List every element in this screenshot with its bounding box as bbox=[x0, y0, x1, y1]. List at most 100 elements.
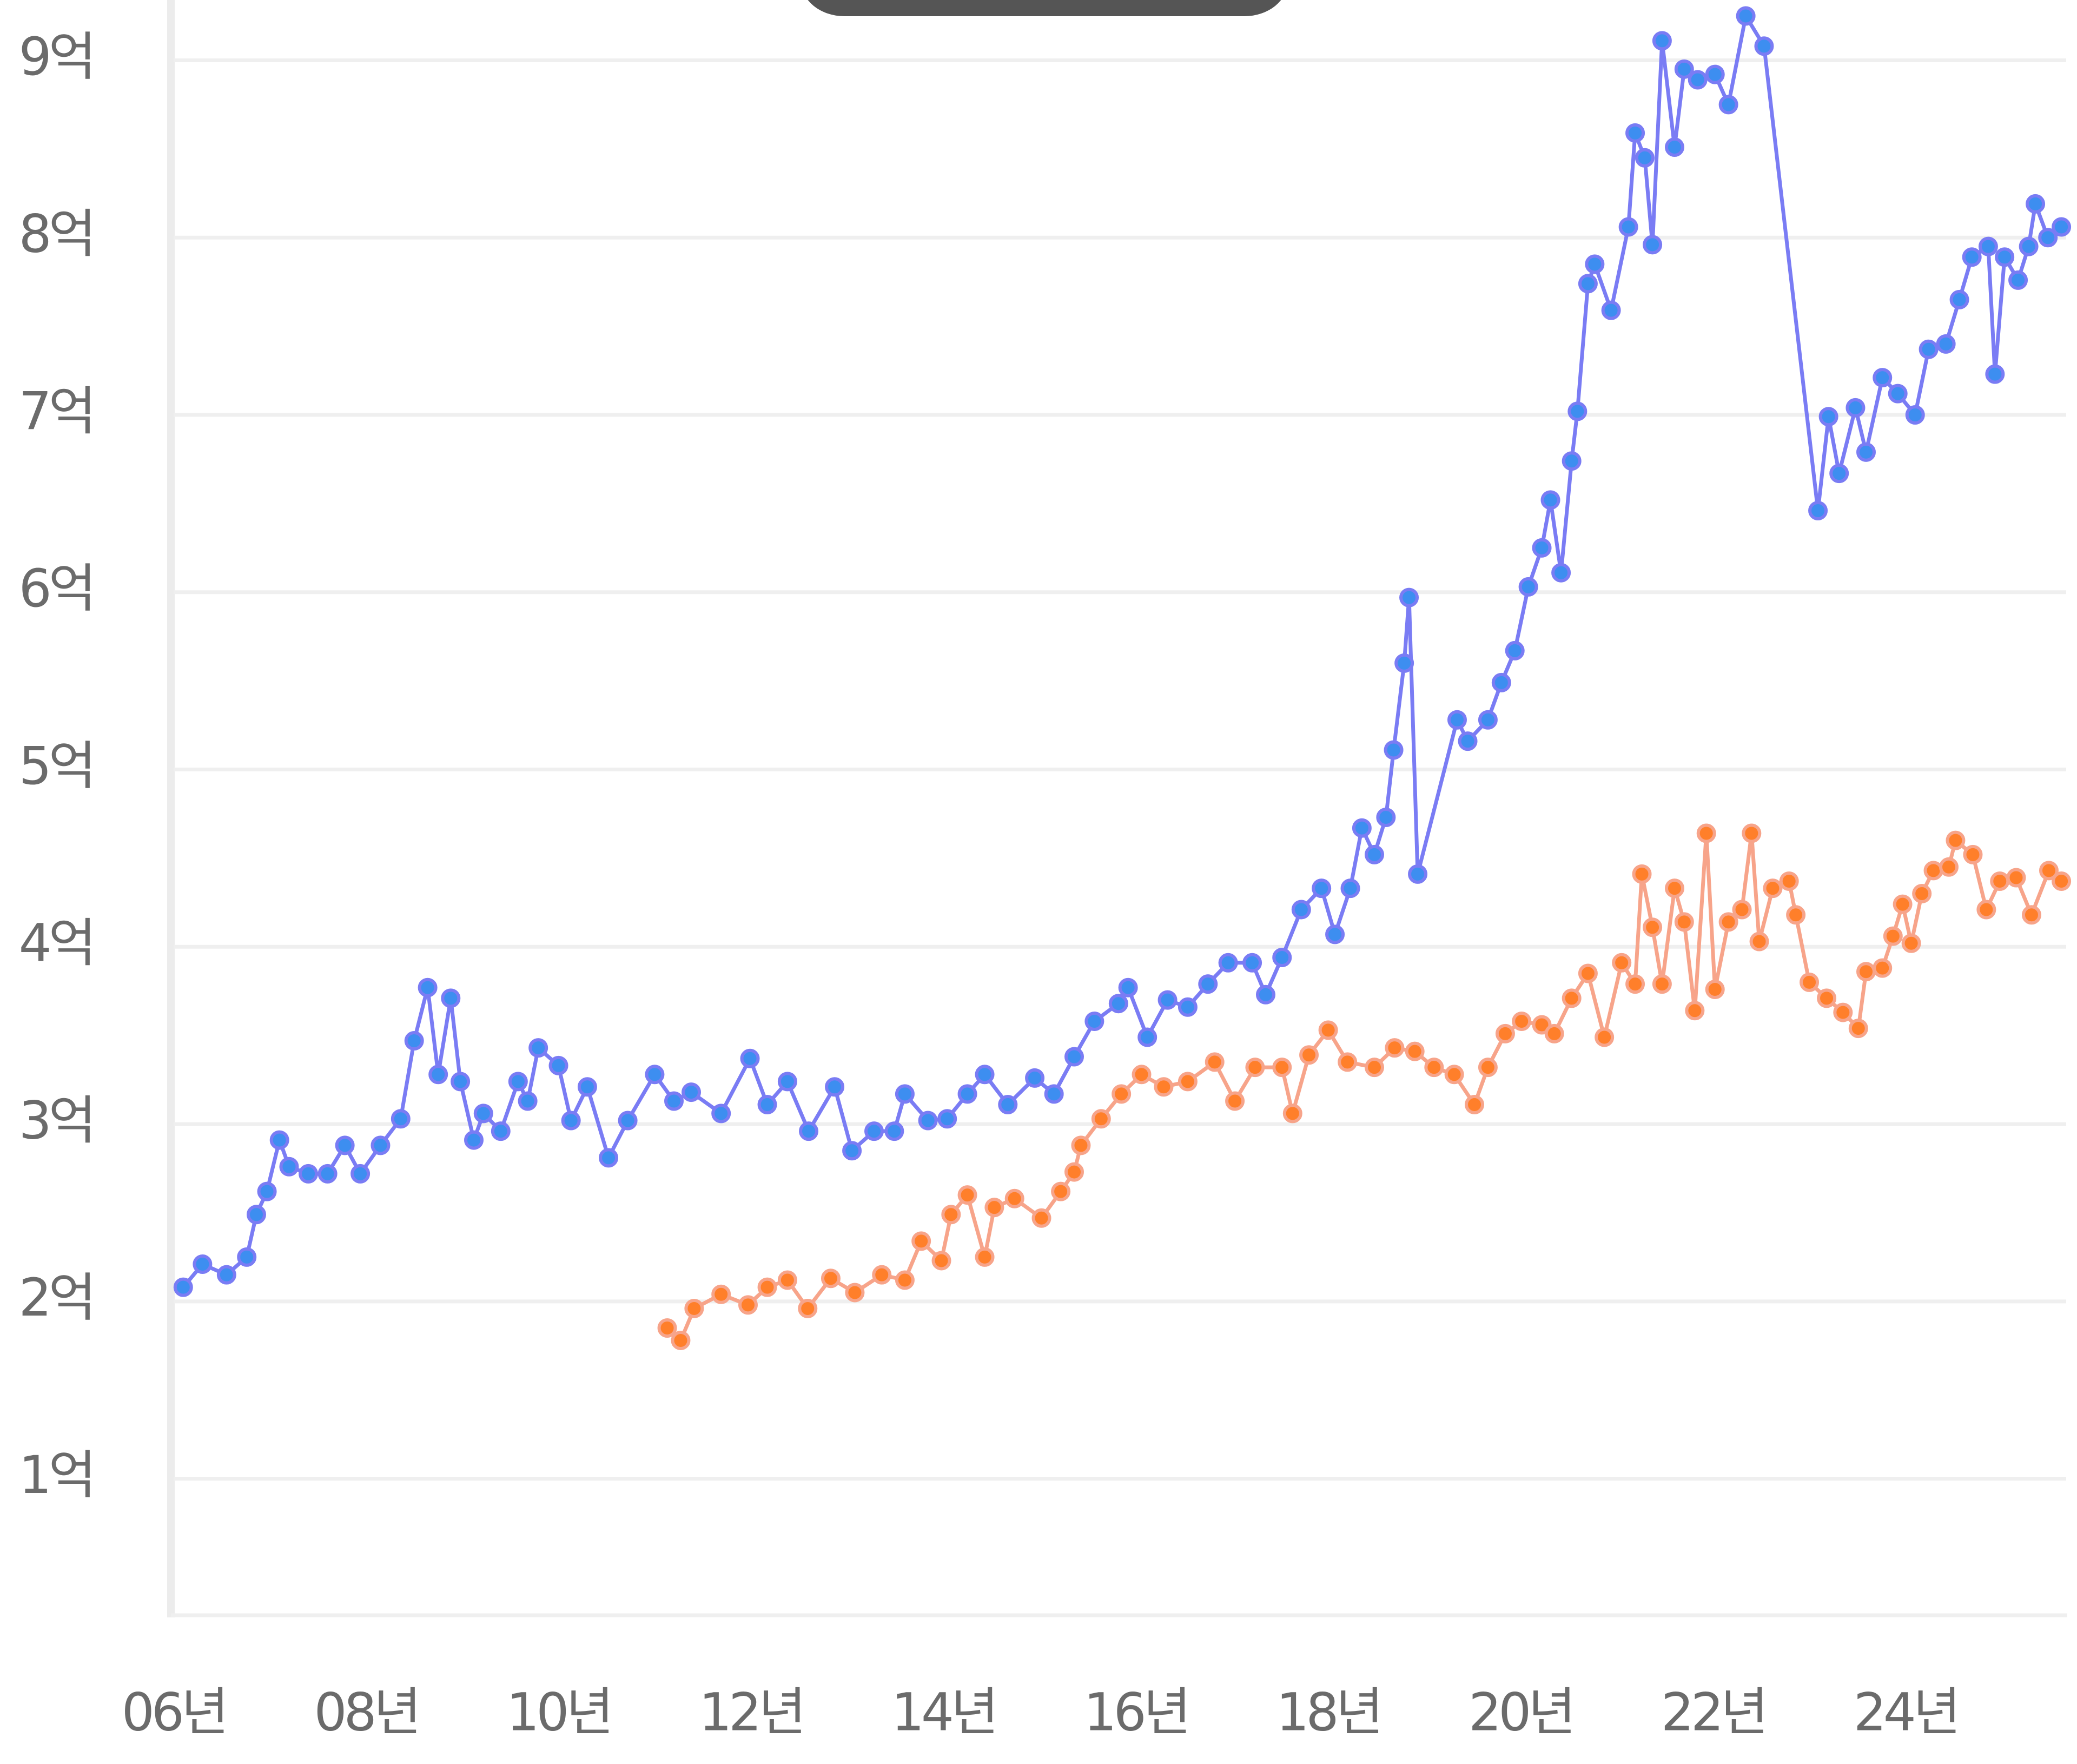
data-point bbox=[1912, 883, 1932, 903]
data-point bbox=[1674, 59, 1694, 79]
data-point bbox=[1198, 974, 1218, 994]
data-point bbox=[1995, 247, 2015, 267]
data-point bbox=[711, 1104, 731, 1124]
data-point bbox=[2006, 868, 2026, 888]
data-point bbox=[1963, 844, 1983, 864]
data-point bbox=[1118, 977, 1138, 997]
x-tick-label: 08년 bbox=[314, 1682, 418, 1742]
data-point bbox=[911, 1231, 931, 1251]
y-tick-label: 1억 bbox=[19, 1445, 93, 1505]
data-point bbox=[1901, 933, 1921, 953]
data-point bbox=[1408, 864, 1428, 884]
data-point bbox=[1595, 1027, 1615, 1047]
data-point bbox=[441, 988, 461, 1008]
data-point bbox=[1205, 1052, 1225, 1072]
data-point bbox=[1051, 1181, 1071, 1201]
data-point bbox=[937, 1109, 957, 1129]
data-point bbox=[404, 1031, 424, 1051]
data-point bbox=[2021, 905, 2041, 925]
data-point bbox=[1218, 953, 1238, 973]
data-point bbox=[740, 1048, 760, 1068]
data-point bbox=[518, 1091, 538, 1111]
x-tick-label: 16년 bbox=[1084, 1682, 1188, 1742]
data-point bbox=[1385, 1038, 1405, 1058]
x-tick-label: 20년 bbox=[1469, 1682, 1572, 1742]
data-point bbox=[1652, 974, 1672, 994]
data-point bbox=[1976, 900, 1996, 920]
x-tick-label: 10년 bbox=[506, 1682, 610, 1742]
data-point bbox=[671, 1330, 691, 1350]
data-point bbox=[957, 1185, 977, 1205]
data-point bbox=[1705, 979, 1725, 999]
data-point bbox=[335, 1135, 355, 1155]
data-point bbox=[884, 1121, 904, 1141]
data-point bbox=[1091, 1109, 1111, 1129]
data-point bbox=[1893, 894, 1913, 914]
data-point bbox=[1846, 398, 1866, 418]
data-point bbox=[1962, 247, 1982, 267]
data-point bbox=[1923, 861, 1943, 881]
data-point bbox=[1447, 710, 1467, 730]
data-point bbox=[1632, 864, 1652, 884]
data-point bbox=[1883, 926, 1903, 946]
data-point bbox=[371, 1135, 391, 1155]
data-point bbox=[1495, 1023, 1515, 1043]
data-point bbox=[1108, 994, 1128, 1014]
data-point bbox=[895, 1084, 915, 1104]
x-tick-label: 06년 bbox=[122, 1682, 226, 1742]
data-point bbox=[1685, 1001, 1705, 1021]
data-point bbox=[1856, 962, 1876, 982]
data-point bbox=[1718, 95, 1738, 115]
data-point bbox=[1873, 958, 1893, 978]
data-point bbox=[1946, 830, 1966, 850]
data-point bbox=[1585, 254, 1605, 274]
data-point bbox=[1818, 407, 1838, 427]
data-point bbox=[418, 977, 438, 997]
data-point bbox=[1282, 1104, 1302, 1124]
data-point bbox=[317, 1164, 338, 1184]
data-point bbox=[1562, 451, 1582, 471]
data-point bbox=[1025, 1068, 1045, 1088]
data-point bbox=[1905, 405, 1925, 425]
x-tick-label: 18년 bbox=[1276, 1682, 1380, 1742]
data-point bbox=[1491, 672, 1511, 692]
data-point bbox=[1888, 384, 1908, 404]
data-point bbox=[1786, 905, 1806, 925]
data-point bbox=[1245, 1058, 1265, 1078]
data-point bbox=[1242, 953, 1262, 973]
data-point bbox=[941, 1205, 961, 1225]
data-point bbox=[269, 1130, 289, 1150]
data-point bbox=[821, 1269, 841, 1289]
data-point bbox=[1405, 1041, 1425, 1061]
data-point bbox=[1939, 857, 1959, 877]
data-point bbox=[1540, 490, 1560, 510]
data-point bbox=[618, 1111, 638, 1131]
data-point bbox=[1518, 577, 1538, 597]
data-point bbox=[1376, 808, 1396, 828]
y-tick-label: 4억 bbox=[19, 913, 93, 974]
data-point bbox=[1272, 947, 1292, 967]
data-point bbox=[1299, 1045, 1319, 1065]
data-point bbox=[561, 1111, 581, 1131]
data-point bbox=[777, 1270, 797, 1290]
data-point bbox=[428, 1065, 448, 1085]
data-point bbox=[1551, 563, 1571, 583]
data-point bbox=[984, 1198, 1004, 1218]
data-point bbox=[1478, 710, 1498, 730]
data-point bbox=[1325, 924, 1345, 944]
data-point bbox=[2026, 194, 2046, 214]
data-point bbox=[918, 1111, 938, 1131]
data-point bbox=[1833, 1002, 1853, 1022]
data-point bbox=[1064, 1047, 1084, 1067]
data-point bbox=[1612, 953, 1632, 973]
data-point bbox=[451, 1072, 471, 1092]
data-point bbox=[1532, 538, 1552, 558]
data-point bbox=[1618, 217, 1638, 237]
data-point bbox=[246, 1205, 266, 1225]
data-point bbox=[1365, 844, 1385, 864]
data-point bbox=[2019, 236, 2039, 256]
data-point bbox=[1578, 274, 1598, 294]
data-point bbox=[1665, 878, 1685, 898]
data-point bbox=[1225, 1091, 1245, 1111]
data-point bbox=[864, 1121, 884, 1141]
